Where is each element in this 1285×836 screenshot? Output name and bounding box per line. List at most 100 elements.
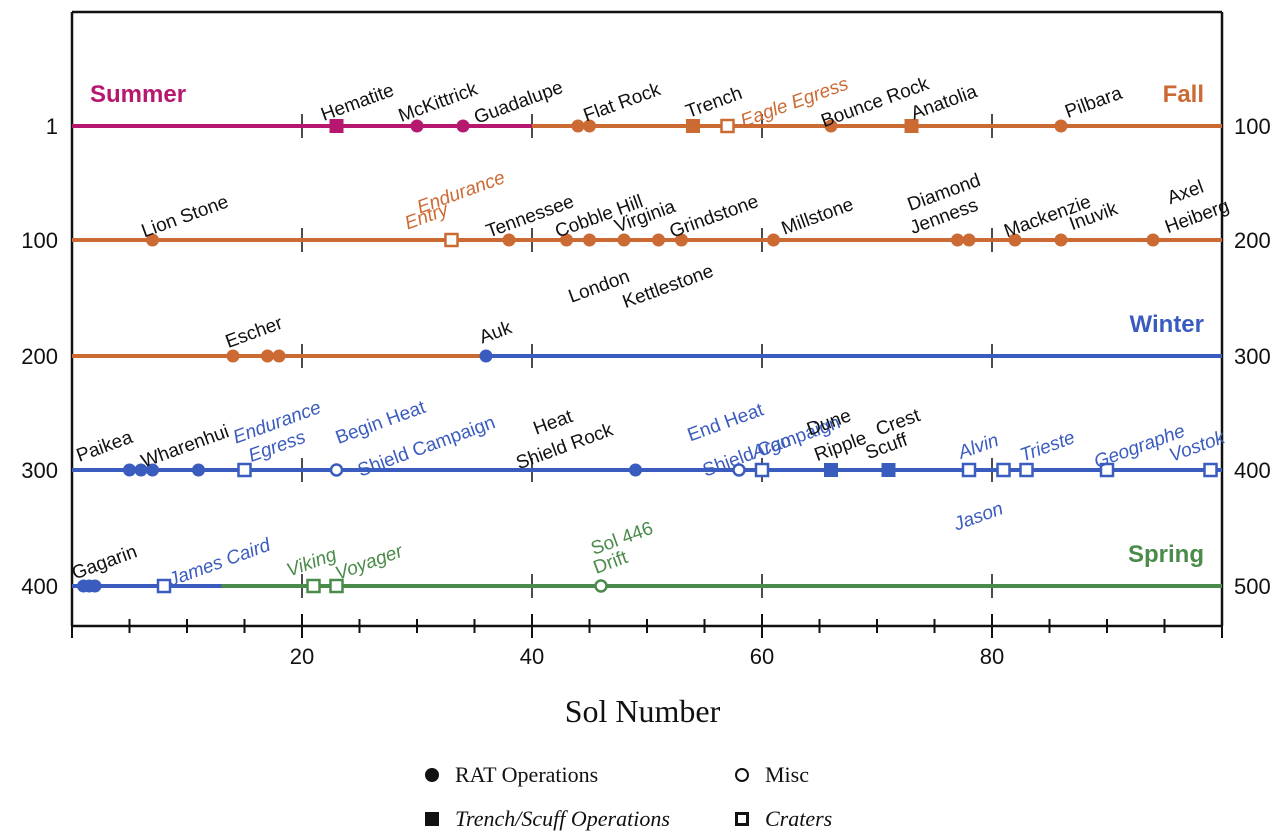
rat-operation-point [192, 463, 205, 477]
rat-operation-point [767, 233, 780, 247]
rat-operation-point [560, 233, 573, 247]
trench-point [686, 119, 700, 133]
season-label: Spring [1128, 541, 1204, 568]
filled-circle-icon [425, 768, 439, 782]
crater-point [996, 462, 1011, 478]
open-circle-icon [735, 768, 749, 782]
row-right-label: 400 [1234, 458, 1271, 483]
trench-point [881, 463, 896, 477]
season-label: Fall [1163, 81, 1204, 108]
data-points [77, 118, 1218, 594]
row-left-label: 400 [21, 574, 58, 599]
annotation-label: McKittrick [396, 79, 481, 127]
rat-operation-point [410, 119, 424, 133]
legend-item-rat: RAT Operations [425, 762, 598, 788]
rat-operation-point [88, 579, 102, 593]
row-left-label: 1 [46, 114, 58, 139]
row-left-label: 300 [21, 458, 58, 483]
row-right-label: 200 [1234, 228, 1271, 253]
x-tick-label: 40 [520, 644, 544, 669]
annotation-label: Guadalupe [471, 77, 566, 129]
annotation-label: Millstone [779, 194, 857, 239]
annotation-label: End Heat [685, 399, 767, 446]
legend-item-misc: Misc [735, 762, 809, 788]
rat-operation-point [824, 119, 838, 133]
trench-point [824, 463, 838, 477]
row-right-label: 100 [1234, 114, 1271, 139]
legend-item-craters: Craters [735, 806, 832, 832]
rat-operation-point [951, 233, 964, 247]
annotation-label: Viking [284, 544, 340, 581]
rat-operation-point [675, 233, 688, 247]
crater-point [754, 462, 770, 478]
rat-operation-point [456, 119, 470, 133]
annotation-label: Grindstone [667, 191, 762, 243]
annotation-label: Auk [477, 317, 515, 348]
rat-operation-point [652, 233, 665, 247]
crater-point [329, 578, 344, 594]
annotation-label: Paikea [74, 427, 136, 467]
annotation-label: Flat Rock [581, 79, 664, 126]
crater-point [306, 578, 321, 594]
rat-operation-point [123, 463, 136, 477]
rat-operation-point [1054, 119, 1068, 133]
rat-operation-point [629, 463, 642, 477]
crater-point [1019, 462, 1034, 478]
misc-point [329, 463, 344, 477]
crater-point [1099, 462, 1115, 478]
crater-point [156, 578, 172, 594]
legend: RAT Operations Misc Trench/Scuff Operati… [420, 760, 980, 836]
crater-point [237, 462, 252, 478]
trench-point [904, 119, 919, 133]
annotation-label: Scuff [863, 429, 911, 464]
rat-operation-point [134, 463, 148, 477]
row-left-label: 100 [21, 228, 58, 253]
rat-operation-point [583, 119, 596, 133]
rat-operation-point [1146, 233, 1160, 247]
rat-operation-point [272, 349, 286, 363]
annotation-label: Hematite [318, 80, 397, 126]
annotation-label: Pilbara [1062, 83, 1125, 123]
crater-point [1203, 462, 1218, 478]
rat-operation-point [146, 233, 159, 247]
axis-labels: 20 40 60 80 1 100 100 200 200 300 300 400 400 500 Summ… [21, 81, 1270, 669]
legend-item-trench: Trench/Scuff Operations [425, 806, 670, 832]
row-right-label: 500 [1234, 574, 1271, 599]
trench-point [329, 119, 344, 133]
crater-point [444, 232, 459, 248]
rat-operation-point [479, 349, 493, 363]
rat-operation-point [261, 349, 274, 363]
row-lines [72, 124, 1222, 588]
rat-operation-point [583, 233, 596, 247]
legend-label-misc: Misc [765, 762, 809, 787]
annotation-label: Trieste [1017, 427, 1077, 466]
misc-point [594, 579, 608, 593]
annotation-label: Trench [683, 83, 745, 123]
row-left-label: 200 [21, 344, 58, 369]
rat-operation-point [1008, 233, 1022, 247]
open-square-icon [735, 812, 749, 826]
annotation-label: Wharenhui [138, 421, 232, 472]
season-label: Summer [90, 81, 186, 108]
rat-operation-point [1054, 233, 1068, 247]
crater-point [720, 118, 735, 134]
annotation-label: Kettlestone [620, 261, 717, 313]
misc-point [732, 463, 746, 477]
annotation-label: Lion Stone [139, 191, 232, 242]
rat-operation-point [146, 463, 159, 477]
legend-label-trench: Trench/Scuff Operations [455, 806, 670, 831]
rat-operation-point [502, 233, 516, 247]
rat-operation-point [226, 349, 240, 363]
annotation-label: Argo [748, 430, 794, 464]
annotation-label: James Caird [165, 534, 275, 591]
legend-label-craters: Craters [765, 806, 833, 831]
annotation-label: Alvin [955, 430, 1002, 464]
season-label: Winter [1130, 311, 1204, 338]
filled-square-icon [425, 812, 439, 826]
annotation-label: Jason [950, 498, 1006, 535]
row-right-label: 300 [1234, 344, 1271, 369]
annotation-label: Escher [223, 313, 286, 353]
crater-point [961, 462, 977, 478]
